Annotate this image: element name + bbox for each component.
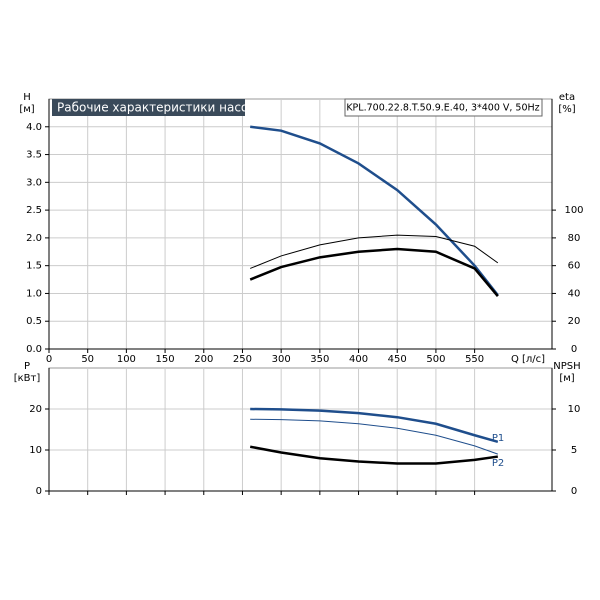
y-tick-label: 1.0 xyxy=(26,288,42,299)
x-tick-label: 450 xyxy=(388,354,407,365)
x-tick-label: 550 xyxy=(465,354,484,365)
x-tick-label: 50 xyxy=(81,354,94,365)
y2-unit: [%] xyxy=(558,104,575,115)
x-label: Q [л/с] xyxy=(511,354,545,365)
x-tick-label: 400 xyxy=(349,354,368,365)
y2-tick-label: 40 xyxy=(568,288,581,299)
plot-area xyxy=(48,367,553,492)
y2-tick-label: 5 xyxy=(571,445,577,456)
series-line xyxy=(250,234,499,269)
series-line xyxy=(250,407,499,444)
y-tick-label: 0.5 xyxy=(26,316,42,327)
y-tick-label: 4.0 xyxy=(26,122,42,133)
y-tick-label: 2.5 xyxy=(26,205,42,216)
y-unit: [м] xyxy=(19,104,34,115)
series-label: P1 xyxy=(492,433,504,444)
y-tick-label: 1.5 xyxy=(26,261,42,272)
y2-tick-label: 80 xyxy=(568,233,581,244)
x-tick-label: 150 xyxy=(156,354,175,365)
y2-tick-label: 0 xyxy=(571,344,577,355)
x-tick-label: 200 xyxy=(194,354,213,365)
y-label: H xyxy=(23,92,31,103)
y-unit: [кВт] xyxy=(14,373,41,384)
y2-tick-label: 20 xyxy=(568,316,581,327)
y-tick-label: 3.5 xyxy=(26,150,42,161)
y2-tick-label: 10 xyxy=(568,404,581,415)
y-tick-label: 0.0 xyxy=(26,344,42,355)
y2-label: eta xyxy=(559,92,575,103)
series-line xyxy=(250,418,498,455)
y2-label: NPSH xyxy=(553,361,580,372)
x-tick-label: 500 xyxy=(426,354,445,365)
title-box xyxy=(52,99,245,116)
series-line xyxy=(250,125,499,296)
subtitle: KPL.700.22.8.T.50.9.E.40, 3*400 V, 50Hz xyxy=(346,103,539,114)
y-tick-label: 3.0 xyxy=(26,177,42,188)
x-tick-label: 250 xyxy=(233,354,252,365)
x-tick-label: 0 xyxy=(46,354,52,365)
x-tick-label: 350 xyxy=(310,354,329,365)
subtitle-box xyxy=(344,98,543,117)
plot-area xyxy=(48,98,553,350)
y-tick-label: 20 xyxy=(29,404,42,415)
series-line xyxy=(249,247,499,298)
series-label: P2 xyxy=(492,458,504,469)
y-tick-label: 2.0 xyxy=(26,233,42,244)
y-tick-label: 0 xyxy=(36,486,42,497)
chart-title: Рабочие характеристики насоса xyxy=(57,101,262,115)
y-label: P xyxy=(24,361,30,372)
y2-tick-label: 60 xyxy=(568,261,581,272)
y2-tick-label: 100 xyxy=(564,205,583,216)
y2-tick-label: 0 xyxy=(571,486,577,497)
y2-unit: [м] xyxy=(559,373,574,384)
y-tick-label: 10 xyxy=(29,445,42,456)
series-line xyxy=(249,445,499,465)
x-tick-label: 300 xyxy=(272,354,291,365)
x-tick-label: 100 xyxy=(117,354,136,365)
